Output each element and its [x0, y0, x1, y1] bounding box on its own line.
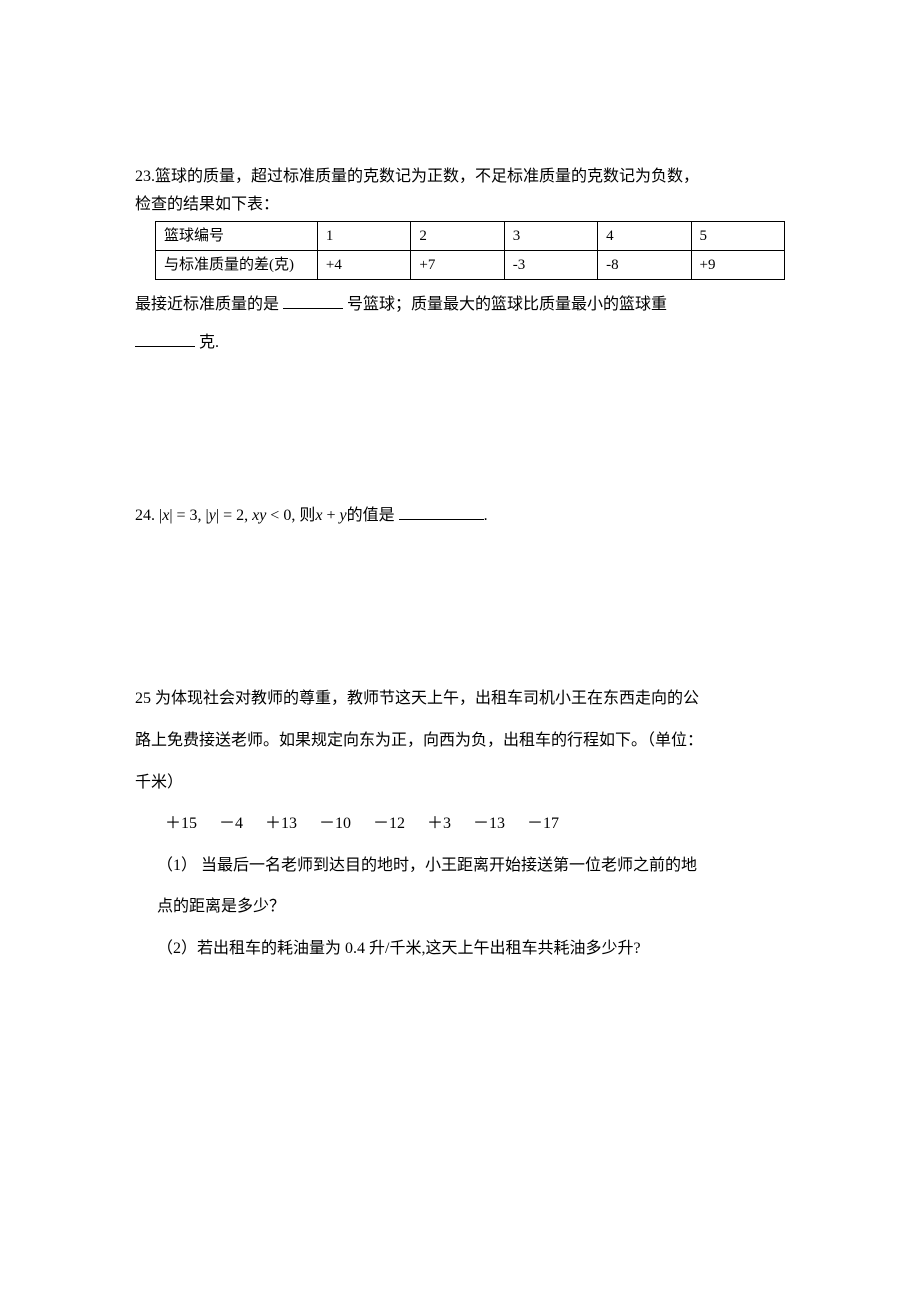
problem-25-q1-line2: 点的距离是多少？: [135, 886, 785, 928]
table-cell: -3: [504, 251, 597, 280]
answer-blank[interactable]: [283, 308, 343, 309]
answer-blank[interactable]: [135, 346, 195, 347]
fill-text: 最接近标准质量的是: [135, 296, 283, 313]
problem-25: 25 为体现社会对教师的尊重，教师节这天上午，出租车司机小王在东西走向的公 路上…: [135, 678, 785, 969]
problem-25-line1: 25 为体现社会对教师的尊重，教师节这天上午，出租车司机小王在东西走向的公: [135, 678, 785, 720]
table-cell: 4: [598, 222, 691, 251]
table-cell: +4: [317, 251, 410, 280]
problem-25-q1-line1: （1） 当最后一名老师到达目的地时，小王距离开始接送第一位老师之前的地: [135, 845, 785, 887]
table-cell: +7: [411, 251, 504, 280]
fill-text: 号篮球；质量最大的篮球比质量最小的篮球重: [343, 296, 667, 313]
problem-23-intro-line2: 检查的结果如下表：: [135, 193, 785, 217]
table-cell: 3: [504, 222, 597, 251]
table-header-label: 与标准质量的差(克): [156, 251, 318, 280]
table-cell: 5: [691, 222, 784, 251]
problem-23-table-wrapper: 篮球编号 1 2 3 4 5 与标准质量的差(克) +4 +7 -3 -8 +9: [135, 221, 785, 280]
table-cell: 1: [317, 222, 410, 251]
problem-23-intro-line1: 23.篮球的质量，超过标准质量的克数记为正数，不足标准质量的克数记为负数，: [135, 165, 785, 189]
spacer: [135, 528, 785, 678]
answer-blank[interactable]: [399, 519, 484, 520]
fill-text: 克.: [195, 334, 219, 351]
problem-23-fill-2: 克.: [135, 324, 785, 362]
problem-25-line2: 路上免费接送老师。如果规定向东为正，向西为负，出租车的行程如下。（单位：: [135, 720, 785, 762]
problem-24-suffix: .: [484, 507, 488, 524]
problem-25-data: ＋15 －4 ＋13 －10 －12 ＋3 －13 －17: [135, 803, 785, 845]
problem-24-prefix: 24.: [135, 507, 159, 524]
problem-24: 24. |x| = 3, |y| = 2, xy < 0, 则x + y的值是 …: [135, 503, 785, 529]
problem-25-q2: （2）若出租车的耗油量为 0.4 升/千米,这天上午出租车共耗油多少升?: [135, 928, 785, 970]
table-cell: 2: [411, 222, 504, 251]
problem-23-fill-1: 最接近标准质量的是 号篮球；质量最大的篮球比质量最小的篮球重: [135, 286, 785, 324]
problem-23-table: 篮球编号 1 2 3 4 5 与标准质量的差(克) +4 +7 -3 -8 +9: [155, 221, 785, 280]
table-cell: +9: [691, 251, 784, 280]
table-cell: -8: [598, 251, 691, 280]
table-header-label: 篮球编号: [156, 222, 318, 251]
table-row: 篮球编号 1 2 3 4 5: [156, 222, 785, 251]
table-row: 与标准质量的差(克) +4 +7 -3 -8 +9: [156, 251, 785, 280]
spacer: [135, 363, 785, 503]
problem-24-math: |x| = 3, |y| = 2, xy < 0, 则x + y的值是: [159, 507, 399, 524]
problem-25-line3: 千米）: [135, 762, 785, 804]
